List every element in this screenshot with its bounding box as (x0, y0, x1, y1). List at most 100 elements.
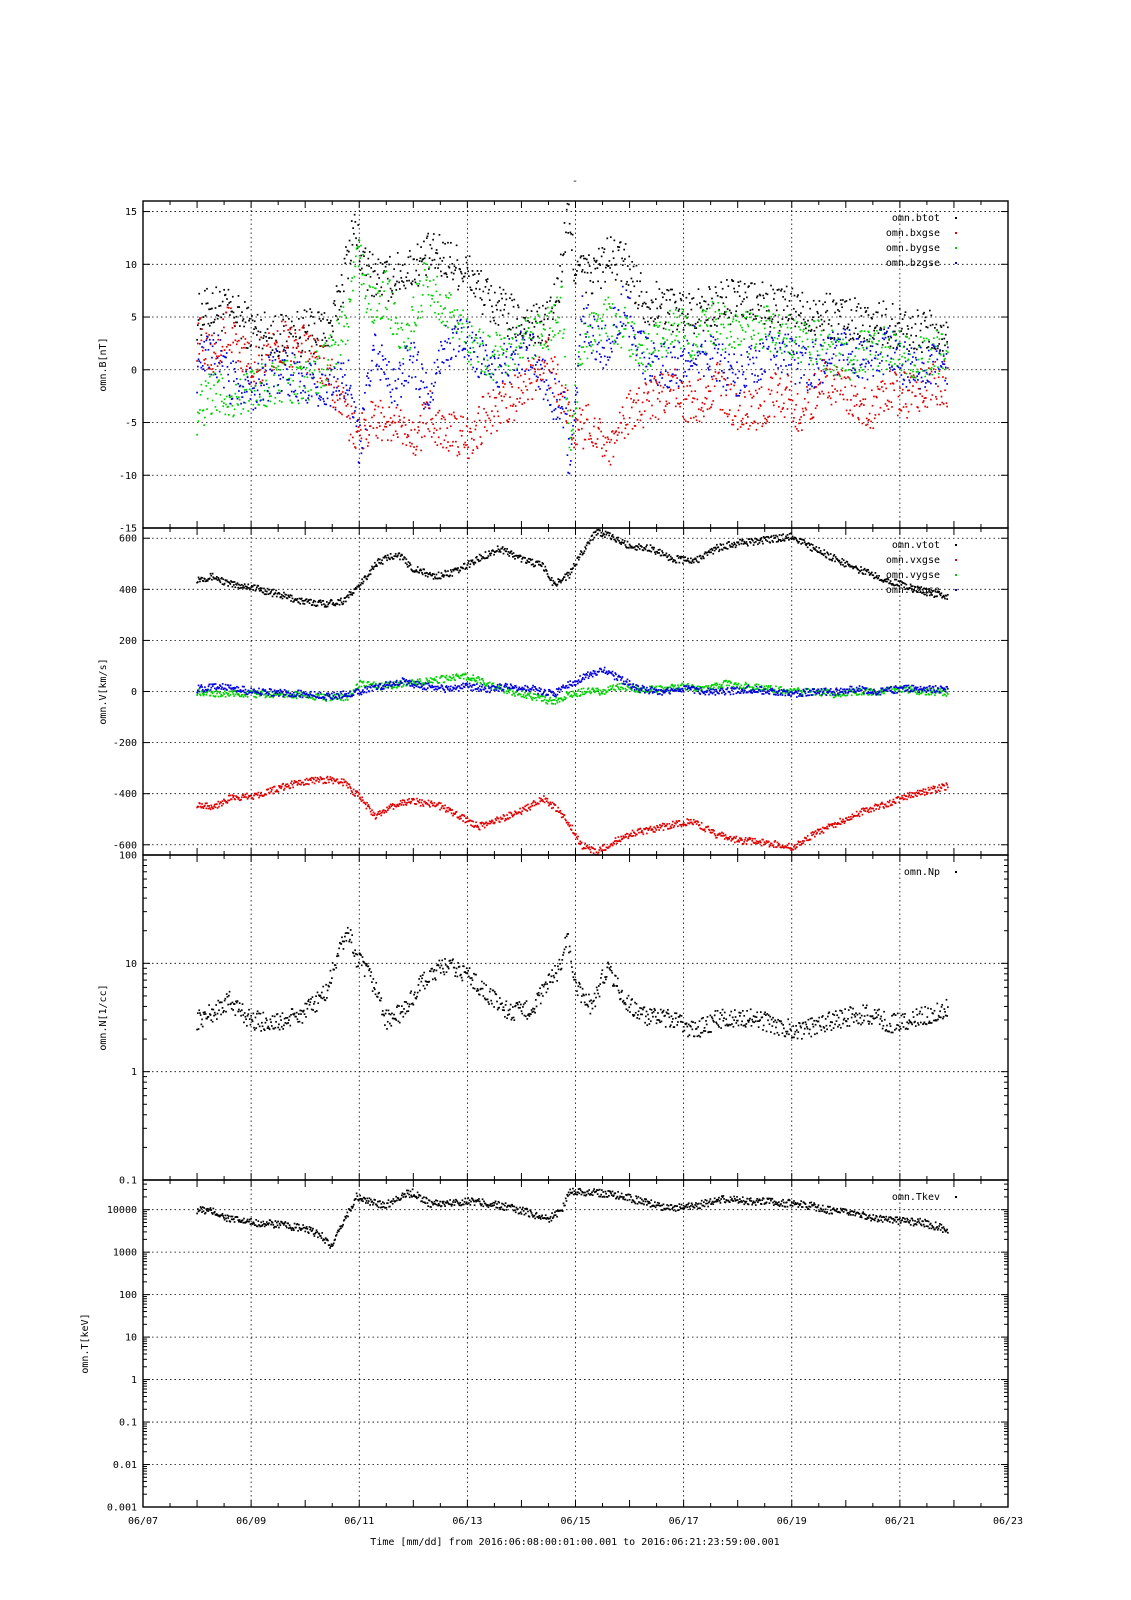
data-point (370, 400, 373, 403)
data-point (244, 378, 247, 381)
data-point (437, 263, 440, 266)
data-point (774, 314, 777, 317)
data-point (624, 306, 626, 309)
data-point (368, 573, 371, 576)
data-point (332, 330, 334, 333)
data-point (425, 274, 427, 276)
data-point (444, 569, 446, 572)
data-point (287, 329, 290, 331)
data-point (664, 322, 666, 325)
data-point (233, 367, 236, 370)
data-point (364, 295, 367, 297)
data-point (240, 402, 242, 405)
data-point (716, 325, 718, 327)
data-point (348, 239, 351, 242)
data-point (812, 345, 815, 348)
data-point (753, 283, 756, 285)
data-point (715, 331, 718, 333)
data-point (861, 344, 863, 347)
legend-marker (955, 262, 957, 264)
data-point (822, 303, 824, 306)
data-point (577, 351, 580, 353)
data-point (388, 406, 391, 409)
data-point (819, 325, 821, 327)
data-point (564, 384, 567, 386)
data-point (549, 327, 551, 330)
data-point (250, 376, 253, 379)
data-point (710, 304, 713, 307)
data-point (945, 350, 948, 352)
data-point (739, 324, 742, 327)
data-point (647, 320, 649, 323)
data-point (758, 293, 761, 296)
data-point (400, 277, 403, 279)
data-point (542, 358, 544, 361)
data-point (504, 364, 507, 366)
data-point (528, 321, 531, 324)
data-point (788, 352, 791, 355)
data-point (324, 374, 327, 377)
data-point (358, 260, 361, 263)
data-point (815, 326, 818, 329)
data-point (818, 378, 821, 381)
data-point (351, 436, 354, 439)
data-point (650, 353, 653, 356)
data-point (675, 382, 678, 384)
data-point (727, 323, 730, 326)
data-point (850, 353, 852, 355)
data-point (487, 292, 490, 295)
data-point (896, 365, 899, 368)
data-point (817, 312, 819, 315)
data-point (490, 552, 493, 555)
data-point (263, 384, 265, 387)
data-point (769, 350, 772, 353)
data-point (302, 389, 304, 392)
data-point (378, 365, 380, 368)
data-point (669, 390, 671, 392)
data-point (241, 319, 244, 322)
data-point (695, 419, 698, 422)
data-point (289, 399, 292, 402)
data-point (800, 361, 802, 363)
data-point (199, 318, 201, 320)
data-point (855, 309, 858, 312)
data-point (233, 380, 235, 383)
data-point (215, 578, 218, 580)
data-point (684, 324, 686, 327)
data-point (669, 388, 672, 391)
data-point (673, 345, 676, 348)
data-point (298, 597, 301, 600)
data-point (588, 432, 591, 435)
data-point (213, 384, 215, 387)
data-point (420, 246, 422, 248)
data-point (285, 340, 288, 343)
data-point (751, 308, 754, 311)
data-point (428, 573, 431, 575)
data-point (274, 592, 277, 594)
data-point (657, 384, 659, 386)
data-point (630, 325, 633, 328)
data-point (456, 259, 459, 261)
data-point (922, 401, 924, 404)
data-point (240, 347, 243, 349)
data-point (883, 409, 885, 412)
data-point (604, 530, 607, 533)
data-point (412, 296, 415, 299)
data-point (540, 379, 543, 382)
data-point (897, 395, 900, 398)
data-point (770, 376, 772, 379)
data-point (506, 373, 509, 376)
data-point (636, 353, 639, 356)
data-point (527, 360, 530, 362)
data-point (883, 332, 886, 335)
data-point (389, 558, 391, 561)
data-point (693, 397, 696, 400)
data-point (761, 281, 764, 284)
data-point (598, 427, 600, 430)
data-point (678, 308, 681, 311)
data-point (381, 263, 384, 265)
data-point (814, 303, 817, 306)
data-point (772, 339, 774, 342)
data-point (330, 369, 333, 372)
y-tick-label: -200 (113, 738, 137, 749)
